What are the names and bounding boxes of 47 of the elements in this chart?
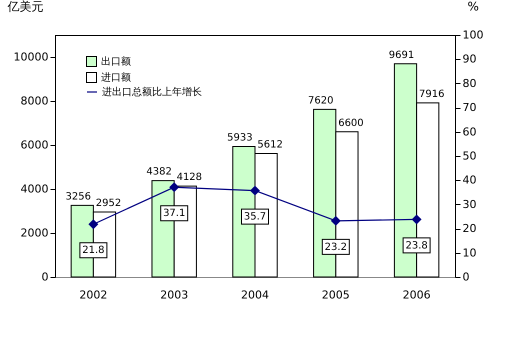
data-label: 9691	[388, 50, 414, 61]
y-tick-label: 10000	[14, 50, 48, 64]
data-label: 2952	[96, 198, 122, 210]
x-tick-label: 2004	[241, 288, 269, 302]
y2-tick-label: 70	[462, 101, 476, 114]
data-label: 3256	[66, 191, 91, 202]
y-tick-label: 6000	[20, 138, 48, 152]
y-axis-title: 亿美元	[6, 0, 44, 14]
y2-tick-label: 40	[462, 174, 476, 187]
y2-tick-label: 80	[462, 76, 476, 90]
x-tick-label: 2003	[160, 288, 188, 302]
point	[331, 216, 340, 226]
y-tick-label: 8000	[20, 94, 48, 108]
y2-tick-label: 10	[462, 246, 476, 260]
point	[250, 186, 260, 196]
y-tick-label: 4000	[20, 182, 48, 196]
data-label: 37.1	[163, 208, 186, 220]
data-label: 7620	[308, 95, 334, 106]
data-label: 5612	[257, 140, 283, 151]
legend-label: 出口额	[101, 56, 131, 68]
data-label: 23.8	[405, 240, 428, 252]
data-label: 23.2	[324, 242, 347, 253]
data-label: 4382	[146, 166, 172, 178]
data-label: 6600	[338, 118, 364, 129]
x-tick-label: 2005	[322, 288, 350, 302]
point	[412, 214, 422, 224]
y2-tick-label: 50	[462, 150, 476, 162]
x-tick-label: 2002	[79, 288, 108, 302]
data-label: 4128	[176, 172, 202, 184]
y2-tick-label: 100	[462, 28, 484, 42]
data-label: 7916	[419, 88, 444, 100]
legend-label: 进口额	[101, 72, 131, 84]
y2-axis-title: %	[468, 0, 479, 14]
x-tick-label: 2006	[402, 288, 431, 302]
y2-tick-label: 90	[462, 52, 476, 66]
data-label: 35.7	[244, 212, 266, 223]
point	[88, 220, 98, 229]
legend-label: 进出口总额比上年增长	[102, 86, 202, 98]
y-tick-label: 0	[42, 270, 48, 284]
data-label: 5933	[227, 132, 253, 144]
data-label: 21.8	[82, 245, 105, 256]
point	[170, 182, 179, 192]
y2-tick-label: 0	[462, 270, 470, 284]
y2-tick-label: 20	[462, 222, 476, 236]
y2-tick-label: 60	[462, 125, 476, 138]
y2-tick-label: 30	[462, 198, 476, 211]
y-tick-label: 2000	[20, 226, 48, 240]
